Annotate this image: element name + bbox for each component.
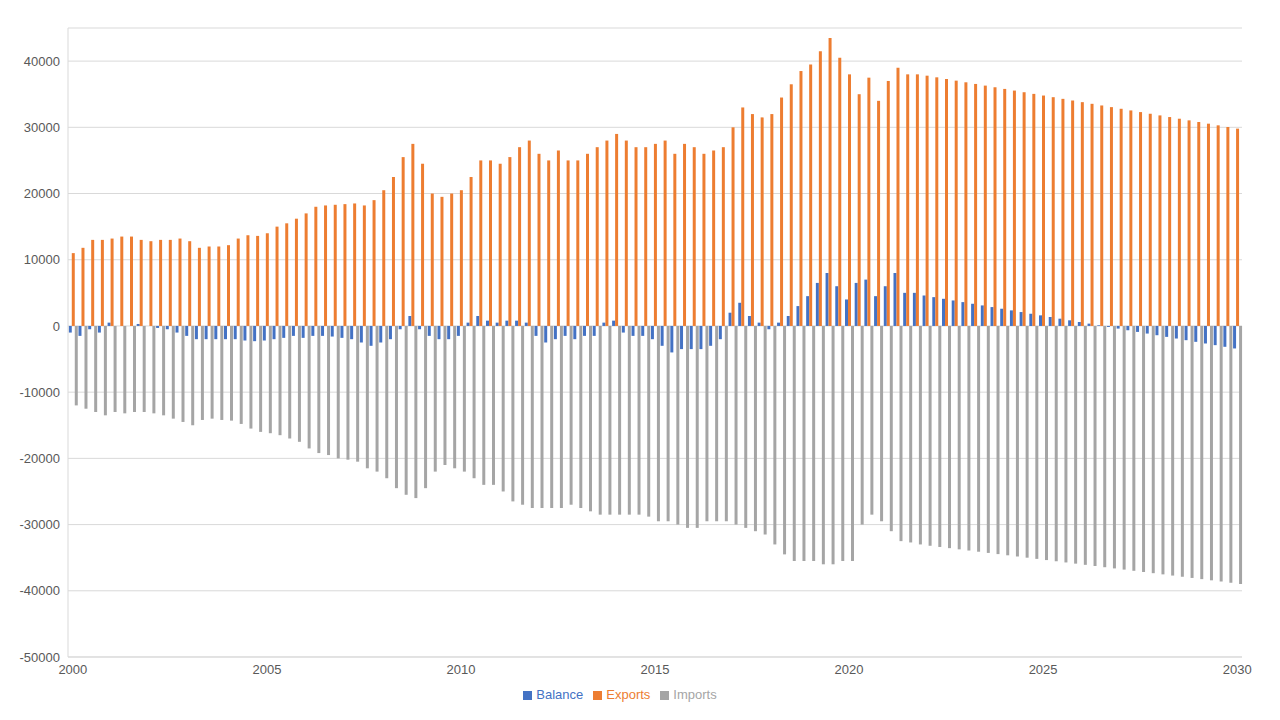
svg-text:-50000: -50000 [20, 650, 60, 665]
svg-text:2025: 2025 [1029, 662, 1058, 677]
svg-text:40000: 40000 [24, 54, 60, 69]
svg-text:2015: 2015 [641, 662, 670, 677]
svg-text:0: 0 [53, 319, 60, 334]
svg-text:20000: 20000 [24, 186, 60, 201]
svg-text:30000: 30000 [24, 120, 60, 135]
svg-text:-20000: -20000 [20, 451, 60, 466]
svg-text:-40000: -40000 [20, 583, 60, 598]
svg-text:2010: 2010 [446, 662, 475, 677]
svg-text:2000: 2000 [58, 662, 87, 677]
html-text:Imports: Imports [673, 687, 717, 702]
svg-text:-30000: -30000 [20, 517, 60, 532]
svg-text:2030: 2030 [1223, 662, 1252, 677]
html-text:Balance: Balance [536, 687, 584, 702]
svg-text:-10000: -10000 [20, 385, 60, 400]
svg-text:2020: 2020 [835, 662, 864, 677]
svg-text:10000: 10000 [24, 252, 60, 267]
svg-text:2005: 2005 [252, 662, 281, 677]
html-text:Exports: Exports [606, 687, 651, 702]
